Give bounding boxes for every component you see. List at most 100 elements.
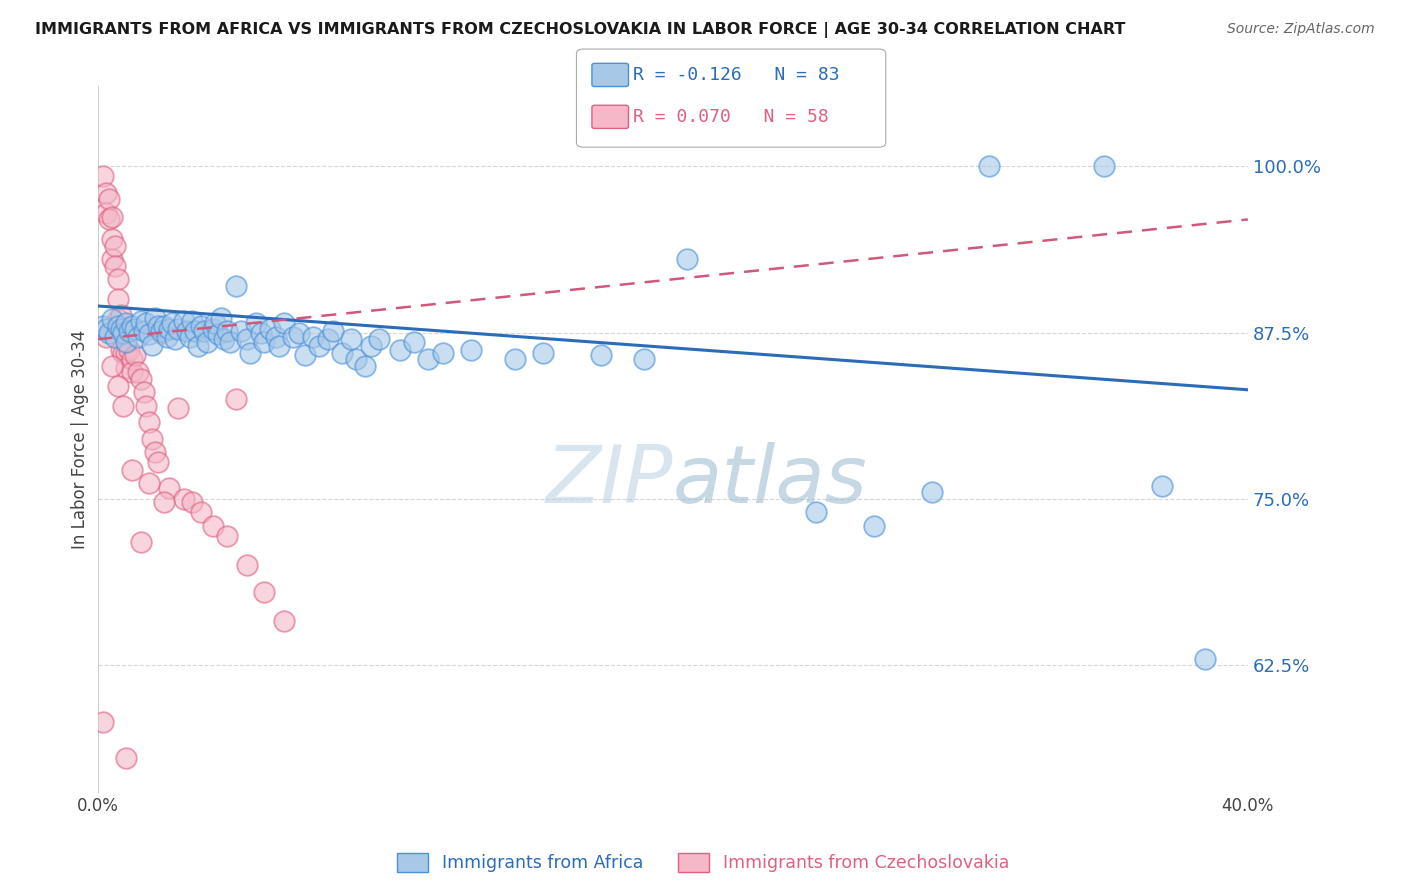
Point (115, 334, 138, 349)
Point (676, 252, 699, 267)
Point (91, 169, 114, 183)
Point (152, 318, 174, 333)
Point (190, 505, 212, 519)
Point (360, 339, 382, 353)
Point (302, 329, 325, 343)
Point (374, 811, 396, 825)
Point (138, 415, 160, 429)
Point (273, 615, 295, 629)
Point (209, 310, 232, 325)
Point (112, 399, 135, 413)
Point (368, 332, 391, 346)
Point (281, 329, 304, 343)
Point (101, 210, 124, 224)
Point (107, 272, 129, 286)
Point (135, 399, 157, 413)
Point (236, 332, 259, 346)
Point (179, 329, 201, 343)
Point (121, 352, 143, 367)
Point (267, 339, 290, 353)
Text: Source: ZipAtlas.com: Source: ZipAtlas.com (1227, 22, 1375, 37)
Point (190, 318, 212, 333)
Point (173, 491, 195, 506)
Point (152, 494, 174, 508)
Point (977, 159, 1000, 173)
Point (96, 206, 118, 220)
Point (146, 455, 169, 469)
Point (259, 321, 281, 335)
Point (589, 348, 612, 362)
Point (121, 463, 143, 477)
Point (143, 445, 166, 459)
Point (159, 481, 181, 495)
Point (339, 332, 361, 346)
Point (127, 329, 149, 343)
Point (132, 385, 155, 400)
Point (91, 715, 114, 730)
Point (236, 558, 259, 573)
Point (138, 326, 160, 341)
Point (264, 329, 287, 343)
Point (308, 339, 330, 353)
Point (231, 324, 253, 338)
Point (921, 485, 943, 500)
Point (245, 316, 267, 330)
Point (201, 321, 224, 335)
Point (225, 392, 247, 406)
Point (388, 343, 411, 357)
Point (181, 313, 204, 327)
Point (115, 361, 138, 376)
Point (633, 352, 655, 367)
Point (316, 332, 339, 346)
Point (143, 310, 166, 325)
Point (273, 316, 295, 330)
Point (96, 186, 118, 200)
Point (155, 329, 177, 343)
Point (104, 259, 127, 273)
Point (225, 279, 247, 293)
Text: IMMIGRANTS FROM AFRICA VS IMMIGRANTS FROM CZECHOSLOVAKIA IN LABOR FORCE | AGE 30: IMMIGRANTS FROM AFRICA VS IMMIGRANTS FRO… (35, 22, 1126, 38)
Point (115, 316, 138, 330)
Point (354, 359, 377, 373)
Point (316, 818, 339, 832)
Point (91, 318, 114, 333)
Text: atlas: atlas (672, 442, 868, 520)
Point (344, 352, 367, 367)
Text: R = -0.126   N = 83: R = -0.126 N = 83 (633, 66, 839, 84)
Point (115, 345, 138, 359)
Point (101, 232, 124, 246)
Point (110, 343, 132, 357)
Point (107, 318, 129, 333)
Point (107, 312, 129, 326)
Point (201, 518, 224, 533)
Point (141, 337, 163, 351)
Point (135, 316, 157, 330)
Point (460, 343, 482, 357)
Point (98, 193, 121, 207)
Point (101, 359, 124, 373)
Point (181, 494, 204, 508)
Point (207, 326, 229, 341)
Legend: Immigrants from Africa, Immigrants from Czechoslovakia: Immigrants from Africa, Immigrants from … (389, 846, 1017, 879)
Point (121, 318, 143, 333)
Point (115, 751, 138, 765)
Point (863, 518, 886, 533)
Text: R = 0.070   N = 58: R = 0.070 N = 58 (633, 108, 828, 126)
Point (101, 252, 124, 267)
Point (288, 326, 311, 340)
Point (215, 324, 238, 338)
Point (129, 372, 152, 386)
Point (193, 324, 215, 338)
Point (149, 326, 172, 340)
Point (503, 352, 526, 367)
Point (129, 313, 152, 327)
Y-axis label: In Labor Force | Age 30-34: In Labor Force | Age 30-34 (72, 329, 89, 549)
Point (250, 326, 273, 340)
Point (195, 334, 218, 349)
Point (167, 401, 190, 416)
Point (165, 332, 187, 346)
Point (98, 326, 121, 340)
Point (110, 326, 132, 340)
Point (121, 366, 143, 380)
Point (239, 345, 262, 359)
